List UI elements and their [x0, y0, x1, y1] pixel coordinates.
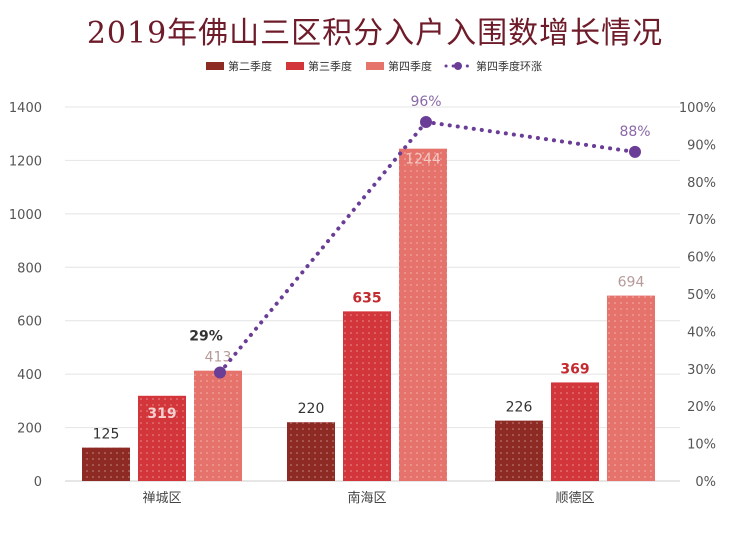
- data-label: 413: [205, 350, 232, 366]
- legend-swatch: [206, 62, 224, 70]
- chart-title: 2019年佛山三区积分入户入围数增长情况: [86, 16, 664, 51]
- x-tick-label: 顺德区: [555, 491, 594, 506]
- y-left-tick-label: 200: [17, 422, 42, 437]
- y-right-tick-label: 80%: [687, 176, 716, 191]
- bar-texture: [551, 382, 599, 481]
- x-tick-label: 禅城区: [142, 491, 181, 506]
- x-tick-label: 南海区: [347, 490, 386, 506]
- bar-texture: [495, 420, 543, 481]
- legend-marker: [454, 62, 462, 70]
- y-left-tick-label: 1000: [9, 208, 42, 223]
- legend-label: 第二季度: [228, 59, 272, 73]
- bar-texture: [138, 395, 186, 481]
- y-right-tick-label: 20%: [687, 400, 716, 415]
- legend-label: 第三季度: [308, 59, 352, 73]
- y-right-tick-label: 10%: [687, 438, 716, 453]
- data-label: 1244: [405, 152, 441, 168]
- y-left-tick-label: 400: [17, 368, 42, 383]
- y-left-tick-label: 1200: [9, 154, 42, 169]
- y-left-tick-label: 600: [17, 315, 42, 330]
- data-label: 369: [560, 361, 589, 377]
- line-data-label: 96%: [410, 94, 441, 110]
- line-point: [214, 366, 226, 379]
- y-right-tick-label: 100%: [679, 101, 716, 116]
- bar-texture: [194, 370, 242, 481]
- line-data-label: 29%: [189, 329, 223, 345]
- data-label: 635: [352, 290, 381, 306]
- legend-swatch: [286, 62, 304, 70]
- line-data-label: 88%: [619, 124, 650, 140]
- y-left-tick-label: 0: [34, 475, 42, 490]
- bar-texture: [287, 422, 335, 481]
- y-right-tick-label: 40%: [687, 325, 716, 340]
- data-label: 319: [147, 406, 176, 422]
- y-right-tick-label: 60%: [687, 251, 716, 266]
- legend-swatch: [366, 62, 384, 70]
- data-label: 220: [298, 401, 325, 417]
- line-point: [629, 145, 641, 158]
- bar-texture: [399, 148, 447, 481]
- data-label: 694: [618, 275, 645, 291]
- y-right-tick-label: 50%: [687, 288, 716, 303]
- y-left-tick-label: 1400: [9, 101, 42, 116]
- y-right-tick-label: 70%: [687, 213, 716, 228]
- y-right-tick-label: 30%: [687, 363, 716, 378]
- y-right-tick-label: 90%: [687, 138, 716, 153]
- data-label: 125: [93, 427, 120, 443]
- bar-texture: [343, 311, 391, 481]
- bar-texture: [607, 295, 655, 481]
- bar-texture: [82, 447, 130, 481]
- line-point: [420, 115, 432, 128]
- legend-label: 第四季度环涨: [476, 59, 542, 73]
- data-label: 226: [506, 400, 533, 416]
- y-left-tick-label: 800: [17, 261, 42, 276]
- y-right-tick-label: 0%: [695, 475, 716, 490]
- legend-label: 第四季度: [388, 59, 432, 73]
